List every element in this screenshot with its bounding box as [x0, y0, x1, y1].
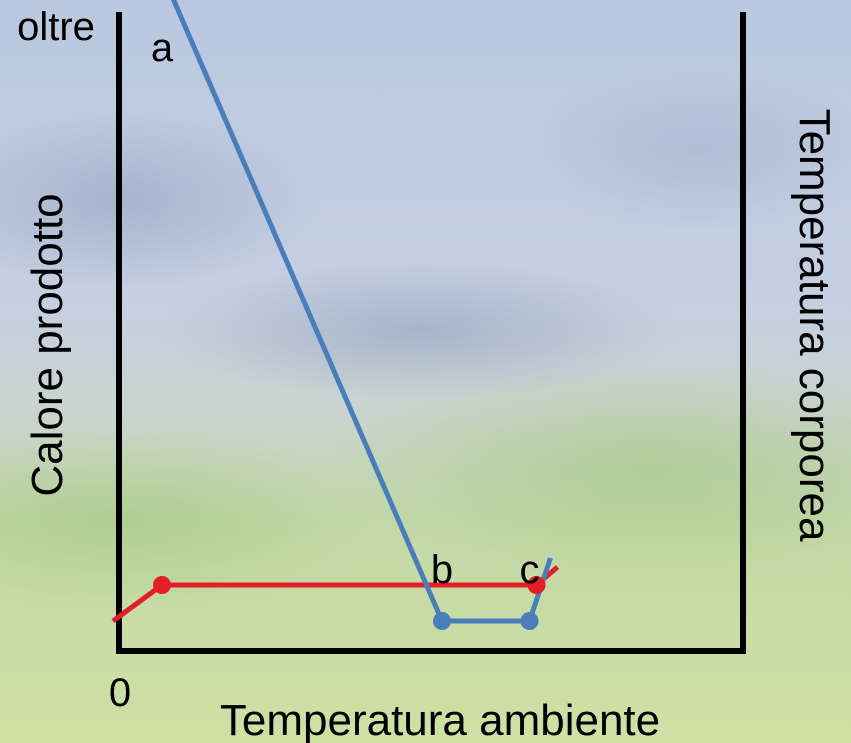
series-2-point-2 — [433, 612, 451, 630]
series-2-point-3 — [520, 612, 539, 630]
point-label-b: b — [431, 548, 453, 592]
y-axis-title-left: Calore prodotto — [23, 193, 72, 496]
series-2-line — [170, 0, 553, 624]
top-left-text: oltre — [17, 5, 95, 49]
series-layer — [111, 0, 560, 624]
series-1-line — [111, 565, 560, 624]
point-label-layer: a b c — [151, 26, 540, 592]
series-1-point-1 — [153, 576, 171, 594]
chart-frame — [116, 12, 746, 654]
y-axis-title-right: Temperatura corporea — [790, 109, 839, 542]
point-label-a: a — [151, 26, 174, 70]
marker-layer — [153, 576, 546, 630]
x-axis-title: Temperatura ambiente — [220, 696, 660, 743]
point-label-c: c — [520, 548, 540, 592]
x-origin-label: 0 — [109, 671, 131, 715]
series-1-point-2 — [527, 576, 546, 594]
